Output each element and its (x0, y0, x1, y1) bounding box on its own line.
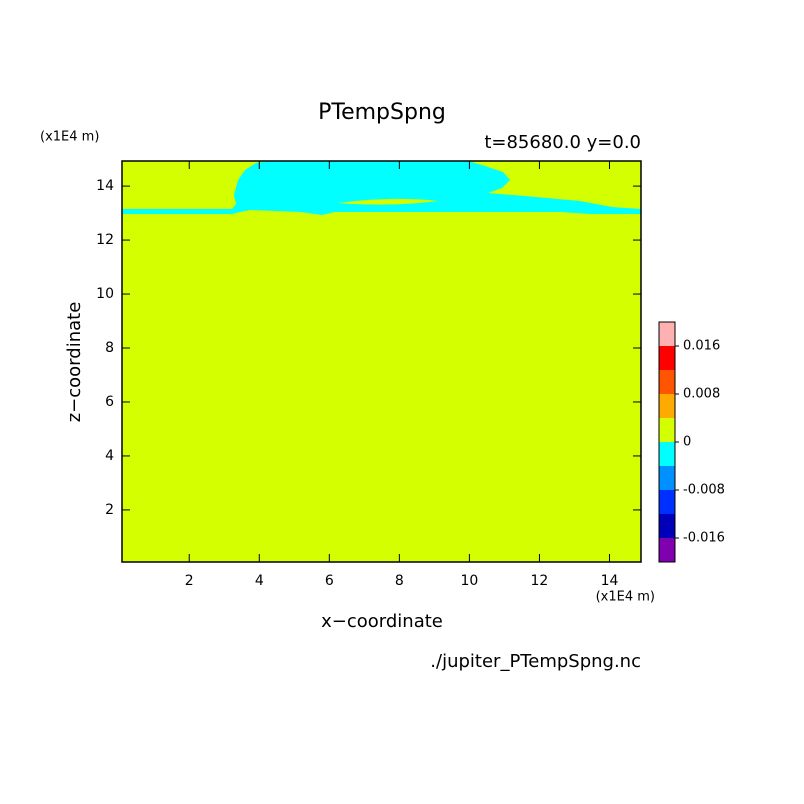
y-tick-label: 12 (96, 232, 114, 248)
y-tick-label: 8 (105, 340, 114, 356)
contour-fill (338, 198, 438, 205)
colorbar-box (659, 490, 675, 514)
colorbar-box (659, 442, 675, 466)
colorbar-label: -0.008 (683, 483, 725, 498)
x-axis-label: x−coordinate (321, 611, 443, 632)
y-tick-label: 10 (96, 286, 114, 302)
colorbar-box (659, 538, 675, 562)
colorbar-box (659, 322, 675, 346)
x-tick-label: 6 (325, 573, 334, 589)
colorbar-box (659, 370, 675, 394)
y-axis-label: z−coordinate (64, 302, 85, 423)
y-unit: (x1E4 m) (40, 130, 99, 145)
colorbar-box (659, 394, 675, 418)
x-tick-label: 2 (185, 573, 194, 589)
chart-title: PTempSpng (318, 100, 446, 125)
y-tick-label: 6 (105, 394, 114, 410)
x-tick-label: 12 (531, 573, 549, 589)
colorbar-label: -0.016 (683, 531, 725, 546)
colorbar-box (659, 466, 675, 490)
contour-fill (122, 161, 641, 215)
chart-subtitle: t=85680.0 y=0.0 (484, 132, 641, 153)
colorbar-label: 0.008 (683, 387, 720, 402)
colorbar-label: 0.016 (683, 339, 720, 354)
colorbar-box (659, 346, 675, 370)
y-tick-label: 2 (105, 502, 114, 518)
colorbar-box (659, 514, 675, 538)
colorbar-label: 0 (683, 435, 691, 450)
colorbar-box (659, 418, 675, 442)
y-tick-label: 14 (96, 178, 114, 194)
plot-frame (121, 160, 642, 563)
x-tick-label: 10 (460, 573, 478, 589)
y-tick-label: 4 (105, 448, 114, 464)
x-tick-label: 14 (601, 573, 619, 589)
x-tick-label: 4 (255, 573, 264, 589)
x-unit: (x1E4 m) (596, 590, 655, 605)
x-tick-label: 8 (395, 573, 404, 589)
source-label: ./jupiter_PTempSpng.nc (430, 651, 641, 672)
contour-fill (122, 161, 641, 562)
